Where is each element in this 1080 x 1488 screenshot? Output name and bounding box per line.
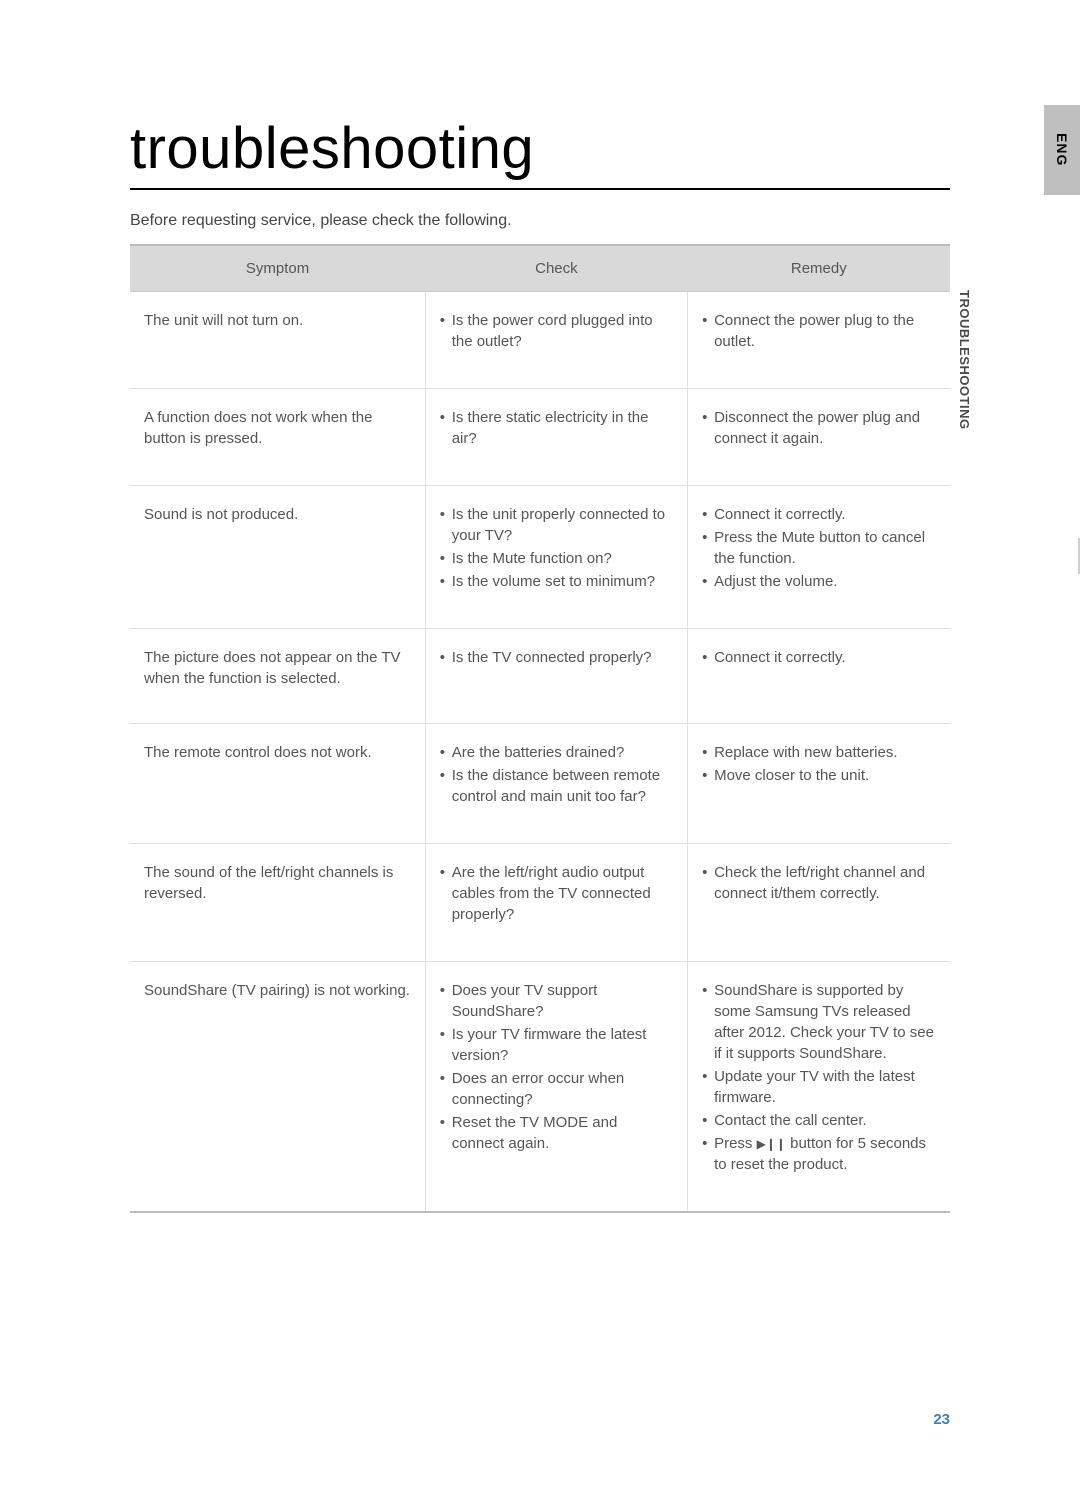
check-item: Reset the TV MODE and connect again. [440, 1112, 673, 1154]
remedy-item: Replace with new batteries. [702, 742, 936, 763]
table-row: A function does not work when the button… [130, 389, 950, 486]
intro-text: Before requesting service, please check … [130, 212, 950, 230]
check-item: Is the Mute function on? [440, 548, 673, 569]
remedy-item: Press the Mute button to cancel the func… [702, 527, 936, 569]
table-row: SoundShare (TV pairing) is not working.D… [130, 962, 950, 1213]
check-cell: Are the left/right audio output cables f… [425, 844, 687, 962]
remedy-item: Adjust the volume. [702, 571, 936, 592]
remedy-item: Connect it correctly. [702, 504, 936, 525]
check-item: Is there static electricity in the air? [440, 407, 673, 449]
check-item: Does your TV support SoundShare? [440, 980, 673, 1022]
table-row: Sound is not produced. Is the unit proper… [130, 486, 950, 629]
play-pause-icon: ▶❙❙ [757, 1138, 786, 1150]
check-item: Are the batteries drained? [440, 742, 673, 763]
remedy-item: Move closer to the unit. [702, 765, 936, 786]
symptom-cell: The sound of the left/right channels is … [130, 844, 425, 962]
section-side-label: TROUBLESHOOTING [957, 290, 972, 430]
symptom-cell: The picture does not appear on the TV wh… [130, 629, 425, 724]
language-tab: ENG [1044, 105, 1080, 195]
remedy-cell: SoundShare is supported by some Samsung … [688, 962, 950, 1213]
remedy-cell: Check the left/right channel and connect… [688, 844, 950, 962]
troubleshooting-table: Symptom Check Remedy The unit will not t… [130, 244, 950, 1213]
remedy-item: Check the left/right channel and connect… [702, 862, 936, 904]
remedy-cell: Connect it correctly. [688, 629, 950, 724]
check-cell: Is the TV connected properly? [425, 629, 687, 724]
remedy-item: Disconnect the power plug and connect it… [702, 407, 936, 449]
remedy-item: Update your TV with the latest firmware. [702, 1066, 936, 1108]
check-item: Are the left/right audio output cables f… [440, 862, 673, 925]
symptom-cell: A function does not work when the button… [130, 389, 425, 486]
table-row: The sound of the left/right channels is … [130, 844, 950, 962]
check-cell: Is the unit properly connected to your T… [425, 486, 687, 629]
check-item: Is the unit properly connected to your T… [440, 504, 673, 546]
remedy-cell: Connect it correctly.Press the Mute butt… [688, 486, 950, 629]
remedy-cell: Disconnect the power plug and connect it… [688, 389, 950, 486]
check-item: Is the power cord plugged into the outle… [440, 310, 673, 352]
remedy-cell: Replace with new batteries.Move closer t… [688, 724, 950, 844]
header-remedy: Remedy [688, 245, 950, 292]
check-cell: Does your TV support SoundShare?Is your … [425, 962, 687, 1213]
symptom-cell: The remote control does not work. [130, 724, 425, 844]
table-row: The picture does not appear on the TV wh… [130, 629, 950, 724]
header-symptom: Symptom [130, 245, 425, 292]
check-item: Is your TV firmware the latest version? [440, 1024, 673, 1066]
table-row: The remote control does not work.Are the… [130, 724, 950, 844]
check-item: Is the TV connected properly? [440, 647, 673, 668]
symptom-cell: The unit will not turn on. [130, 292, 425, 389]
remedy-item: Contact the call center. [702, 1110, 936, 1131]
check-cell: Is the power cord plugged into the outle… [425, 292, 687, 389]
remedy-item: Press ▶❙❙ button for 5 seconds to reset … [702, 1133, 936, 1175]
page-title: troubleshooting [130, 115, 950, 190]
remedy-item: Connect the power plug to the outlet. [702, 310, 936, 352]
table-row: The unit will not turn on. Is the power c… [130, 292, 950, 389]
header-check: Check [425, 245, 687, 292]
check-item: Is the distance between remote control a… [440, 765, 673, 807]
check-cell: Is there static electricity in the air? [425, 389, 687, 486]
language-tab-label: ENG [1054, 133, 1070, 166]
symptom-cell: SoundShare (TV pairing) is not working. [130, 962, 425, 1213]
page-number: 23 [933, 1411, 950, 1428]
remedy-item: Connect it correctly. [702, 647, 936, 668]
symptom-cell: Sound is not produced. [130, 486, 425, 629]
check-item: Is the volume set to minimum? [440, 571, 673, 592]
remedy-item: SoundShare is supported by some Samsung … [702, 980, 936, 1064]
check-cell: Are the batteries drained?Is the distanc… [425, 724, 687, 844]
check-item: Does an error occur when connecting? [440, 1068, 673, 1110]
remedy-cell: Connect the power plug to the outlet. [688, 292, 950, 389]
